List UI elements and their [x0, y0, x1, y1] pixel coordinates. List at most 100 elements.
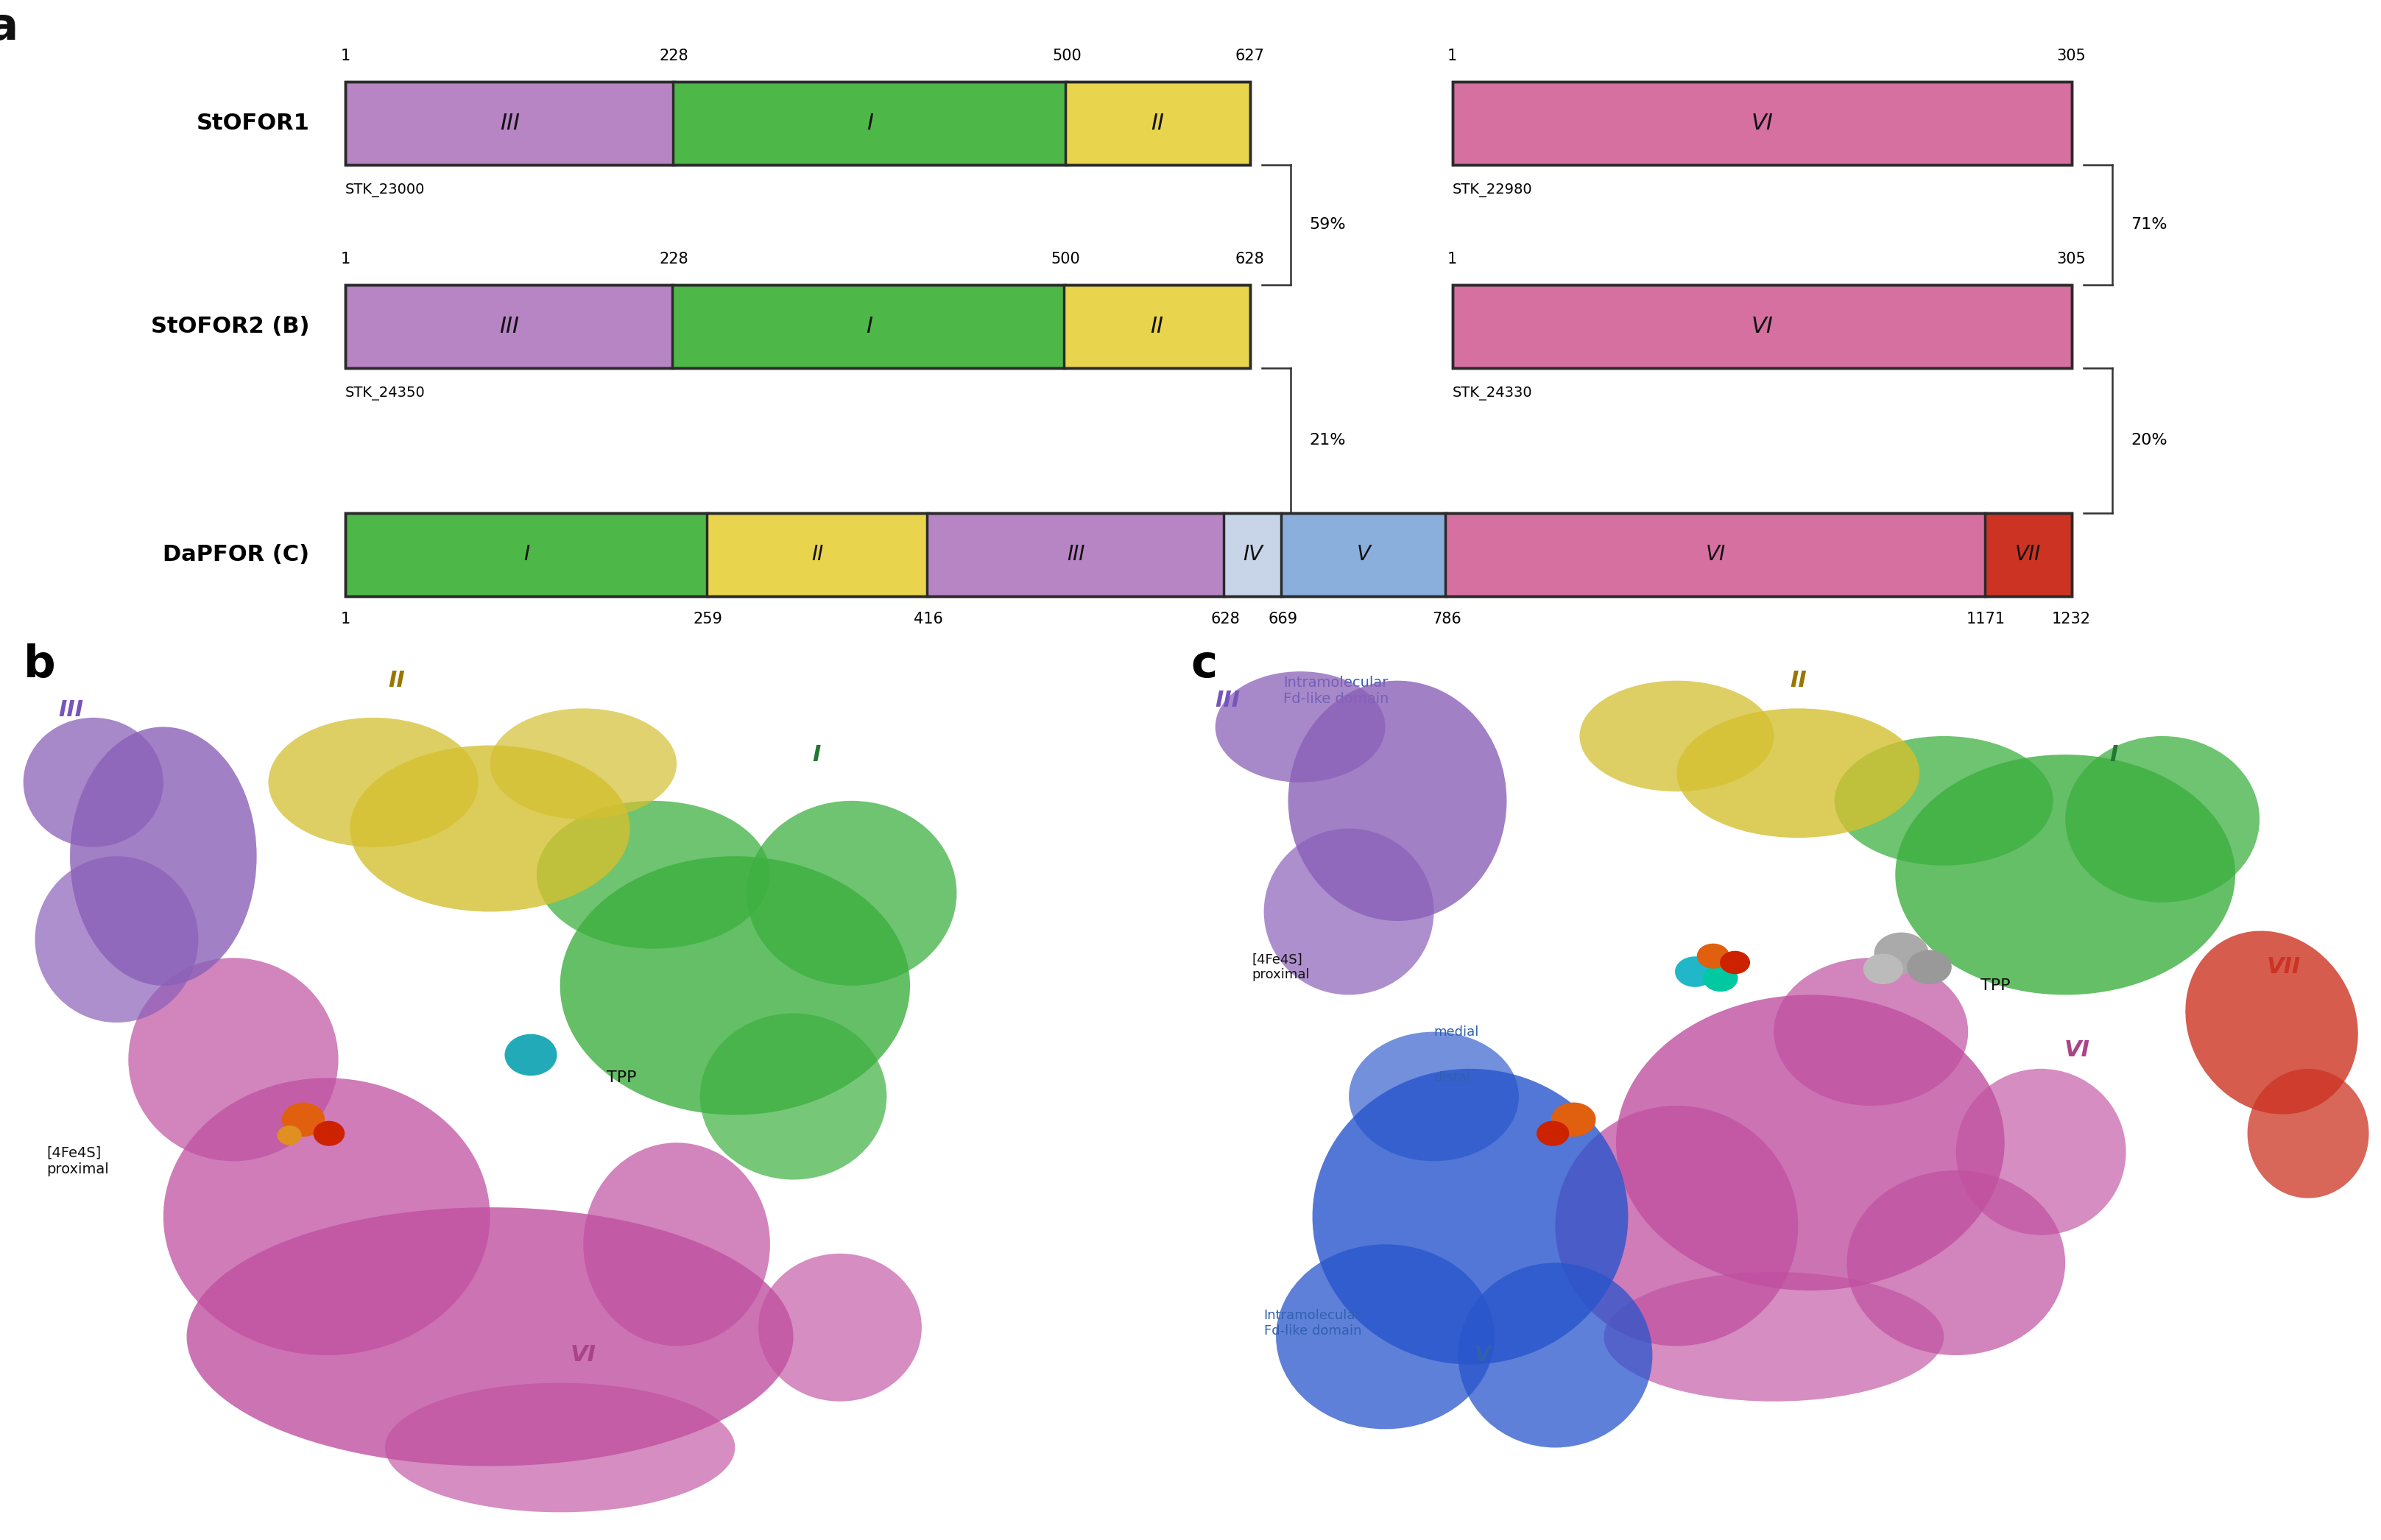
Ellipse shape — [386, 1383, 736, 1512]
Text: 228: 228 — [660, 251, 688, 266]
FancyBboxPatch shape — [345, 285, 674, 368]
Circle shape — [1698, 944, 1729, 969]
Ellipse shape — [490, 708, 676, 819]
Text: 627: 627 — [1236, 48, 1264, 63]
Ellipse shape — [1276, 1244, 1495, 1429]
Ellipse shape — [2186, 930, 2357, 1115]
Ellipse shape — [186, 1207, 793, 1466]
Text: VI: VI — [1750, 316, 1774, 337]
Text: 305: 305 — [2057, 48, 2086, 63]
FancyBboxPatch shape — [1445, 513, 1986, 596]
Ellipse shape — [1579, 681, 1774, 792]
Text: III: III — [500, 316, 519, 337]
FancyBboxPatch shape — [1224, 513, 1283, 596]
Text: VII: VII — [2267, 956, 2300, 978]
Circle shape — [283, 1103, 324, 1137]
Circle shape — [1864, 955, 1902, 984]
Ellipse shape — [583, 1143, 769, 1346]
Text: 1232: 1232 — [2052, 611, 2091, 627]
Text: DaPFOR (C): DaPFOR (C) — [162, 544, 310, 565]
Text: medial: medial — [1433, 1026, 1479, 1038]
Ellipse shape — [129, 958, 338, 1161]
FancyBboxPatch shape — [1452, 285, 2071, 368]
Ellipse shape — [2064, 736, 2260, 902]
Text: distal: distal — [1433, 1072, 1469, 1084]
Text: STK_23000: STK_23000 — [345, 183, 426, 197]
Ellipse shape — [1348, 1032, 1519, 1161]
Text: V: V — [1474, 1344, 1491, 1366]
Text: 1: 1 — [340, 251, 350, 266]
Ellipse shape — [536, 801, 769, 949]
Text: 786: 786 — [1431, 611, 1462, 627]
Text: III: III — [500, 112, 519, 134]
Ellipse shape — [1774, 958, 1969, 1106]
Text: c: c — [1190, 644, 1217, 687]
Text: II: II — [1791, 670, 1807, 691]
Text: I: I — [524, 544, 529, 565]
Text: VI: VI — [571, 1344, 595, 1366]
Circle shape — [314, 1121, 345, 1146]
Circle shape — [505, 1035, 557, 1075]
Circle shape — [1721, 952, 1750, 973]
Text: 1: 1 — [340, 48, 350, 63]
FancyBboxPatch shape — [345, 82, 674, 165]
Text: III: III — [57, 699, 83, 721]
Text: VI: VI — [1705, 544, 1726, 565]
Text: b: b — [24, 644, 55, 687]
Text: II: II — [1150, 316, 1164, 337]
Text: V: V — [1357, 544, 1371, 565]
Circle shape — [1702, 966, 1738, 992]
FancyBboxPatch shape — [674, 82, 1067, 165]
FancyBboxPatch shape — [345, 513, 707, 596]
Ellipse shape — [1288, 681, 1507, 921]
Text: STK_24330: STK_24330 — [1452, 387, 1533, 400]
Text: 71%: 71% — [2131, 217, 2167, 233]
Text: II: II — [1150, 112, 1164, 134]
Text: [4Fe4S]
proximal: [4Fe4S] proximal — [48, 1146, 110, 1177]
Ellipse shape — [1848, 1170, 2064, 1355]
Text: I: I — [2110, 744, 2119, 765]
FancyBboxPatch shape — [1452, 82, 2071, 165]
Text: III: III — [1214, 690, 1241, 711]
Text: Intramolecular
Fd-like domain: Intramolecular Fd-like domain — [1264, 1309, 1362, 1338]
Circle shape — [1538, 1121, 1569, 1146]
Circle shape — [1676, 956, 1714, 987]
Text: 628: 628 — [1210, 611, 1241, 627]
Ellipse shape — [2248, 1069, 2369, 1198]
Text: 1171: 1171 — [1967, 611, 2005, 627]
Ellipse shape — [1457, 1263, 1652, 1448]
Text: IV: IV — [1243, 544, 1264, 565]
Text: StOFOR1: StOFOR1 — [195, 112, 310, 134]
Text: II: II — [388, 670, 405, 691]
Text: 259: 259 — [693, 611, 724, 627]
Ellipse shape — [757, 1254, 921, 1401]
Ellipse shape — [1617, 995, 2005, 1291]
Text: 669: 669 — [1267, 611, 1298, 627]
Ellipse shape — [748, 801, 957, 986]
Ellipse shape — [24, 718, 164, 847]
FancyBboxPatch shape — [1281, 513, 1448, 596]
Text: 1: 1 — [340, 611, 350, 627]
Text: 228: 228 — [660, 48, 688, 63]
Text: TPP: TPP — [607, 1070, 636, 1086]
Text: II: II — [812, 544, 824, 565]
Circle shape — [1907, 950, 1950, 984]
Text: 500: 500 — [1050, 251, 1081, 266]
Circle shape — [279, 1126, 300, 1144]
Text: VII: VII — [2014, 544, 2041, 565]
Text: STK_22980: STK_22980 — [1452, 183, 1533, 197]
Text: b-subunit: b-subunit — [1721, 0, 1802, 2]
Text: [4Fe4S]
proximal: [4Fe4S] proximal — [1252, 953, 1310, 981]
Ellipse shape — [1312, 1069, 1629, 1364]
Ellipse shape — [1264, 829, 1433, 995]
Text: STK_24350: STK_24350 — [345, 387, 426, 400]
FancyBboxPatch shape — [707, 513, 929, 596]
Text: 500: 500 — [1052, 48, 1081, 63]
Text: I: I — [867, 112, 874, 134]
Circle shape — [1874, 933, 1929, 973]
Text: a-subunit: a-subunit — [757, 0, 838, 2]
FancyBboxPatch shape — [1064, 82, 1250, 165]
Text: 20%: 20% — [2131, 433, 2167, 448]
Ellipse shape — [1676, 708, 1919, 838]
Ellipse shape — [1555, 1106, 1798, 1346]
